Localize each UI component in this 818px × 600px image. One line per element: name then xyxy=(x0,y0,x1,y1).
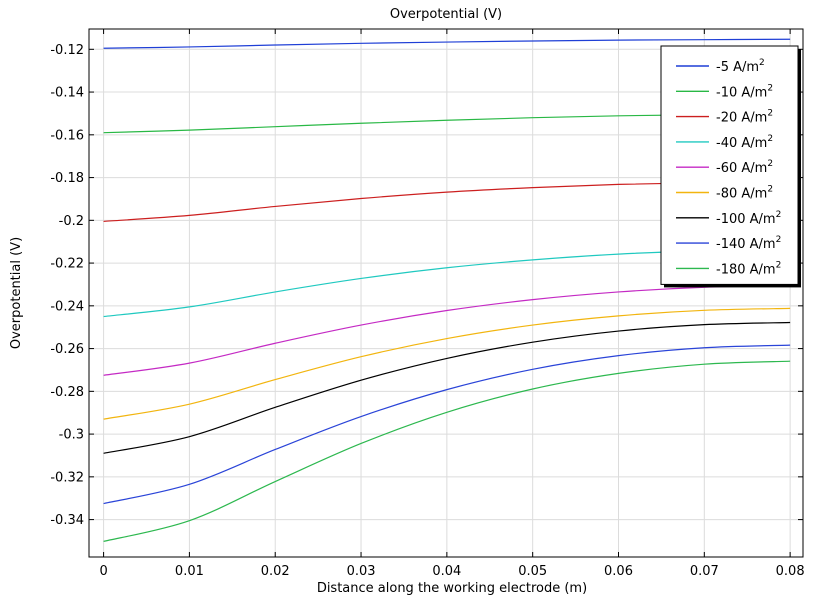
y-tick-label: -0.26 xyxy=(50,342,84,357)
chart-title: Overpotential (V) xyxy=(390,7,502,22)
x-tick-label: 0.03 xyxy=(347,564,376,579)
series-line-6 xyxy=(103,321,791,454)
y-tick-label: -0.22 xyxy=(50,257,84,272)
y-tick-label: -0.32 xyxy=(50,470,84,485)
legend-entry: -20 A/m2 xyxy=(716,109,773,126)
series-line-4 xyxy=(103,284,791,376)
legend-entry: -180 A/m2 xyxy=(716,260,781,277)
legend-entry: -100 A/m2 xyxy=(716,210,781,227)
legend-entry: -10 A/m2 xyxy=(716,83,773,100)
x-tick-label: 0.05 xyxy=(518,564,547,579)
y-axis-title: Overpotential (V) xyxy=(9,237,24,349)
legend-entry: -80 A/m2 xyxy=(716,185,773,202)
x-tick-label: 0.08 xyxy=(776,564,805,579)
x-axis-title: Distance along the working electrode (m) xyxy=(317,581,587,596)
legend-entry: -140 A/m2 xyxy=(716,235,781,252)
series-line-0 xyxy=(103,38,791,49)
y-tick-label: -0.16 xyxy=(50,128,84,143)
series-line-5 xyxy=(103,307,791,420)
y-tick-label: -0.34 xyxy=(50,513,84,528)
legend: -5 A/m2 -10 A/m2 -20 A/m2 -40 A/m2 -60 A/m2 -… xyxy=(660,45,801,288)
series-line-7 xyxy=(103,344,791,505)
x-tick-label: 0.04 xyxy=(432,564,461,579)
x-tick-label: 0.07 xyxy=(690,564,719,579)
legend-entry: -5 A/m2 xyxy=(716,58,765,75)
legend-box xyxy=(660,45,799,285)
x-tick-label: 0 xyxy=(99,564,107,579)
plot-frame xyxy=(88,28,804,558)
y-tick-label: -0.28 xyxy=(50,385,84,400)
legend-entry: -40 A/m2 xyxy=(716,134,773,151)
x-axis-ticks: 0 0.01 0.02 0.03 0.04 0.05 0.06 0.07 0.08 xyxy=(99,29,805,579)
y-tick-label: -0.3 xyxy=(59,428,84,443)
x-tick-label: 0.01 xyxy=(175,564,204,579)
y-tick-label: -0.24 xyxy=(50,299,84,314)
y-tick-label: -0.18 xyxy=(50,171,84,186)
y-tick-label: -0.14 xyxy=(50,86,84,101)
y-tick-label: -0.12 xyxy=(50,43,84,58)
y-tick-label: -0.2 xyxy=(59,214,84,229)
series-line-8 xyxy=(103,360,791,542)
x-tick-label: 0.02 xyxy=(261,564,290,579)
y-axis-ticks: -0.12 -0.14 -0.16 -0.18 -0.2 -0.22 -0.24 -0.26 -… xyxy=(50,43,803,528)
legend-entry: -60 A/m2 xyxy=(716,159,773,176)
x-tick-label: 0.06 xyxy=(604,564,633,579)
